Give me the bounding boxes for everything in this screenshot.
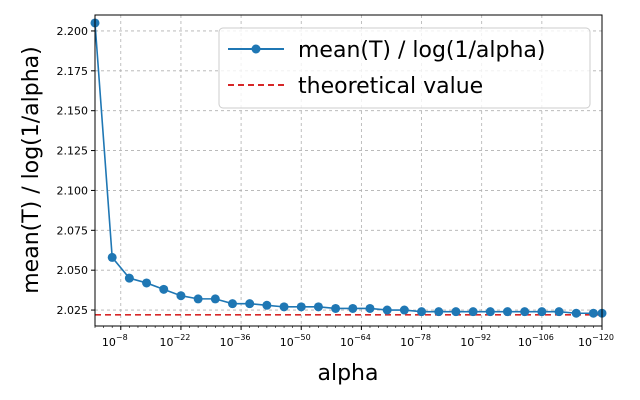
y-tick-label: 2.075 — [57, 224, 89, 237]
legend-box — [218, 27, 591, 109]
y-tick-label: 2.175 — [57, 65, 89, 78]
data-point — [245, 299, 255, 309]
x-tick-label: 10−50 — [280, 333, 311, 349]
x-tick-label: 10−92 — [460, 333, 491, 349]
y-tick-label: 2.150 — [57, 105, 89, 118]
data-point — [124, 273, 134, 283]
data-point — [331, 303, 341, 313]
data-point — [296, 302, 306, 312]
data-point — [210, 294, 220, 304]
data-point — [176, 291, 186, 301]
data-point — [451, 307, 461, 317]
plot-frame — [94, 14, 603, 327]
data-point — [417, 307, 427, 317]
data-point — [227, 299, 237, 309]
data-point — [399, 305, 409, 315]
data-point — [142, 278, 152, 288]
data-point — [193, 294, 203, 304]
x-tick-label: 10−8 — [102, 333, 128, 349]
axis-ticks: 2.025 2.050 2.075 2.100 2.125 2.150 2.175 2.200… — [57, 25, 614, 349]
data-point — [279, 302, 289, 312]
data-point — [365, 303, 375, 313]
legend-label-mean: mean(T) / log(1/alpha) — [298, 38, 546, 63]
data-point — [434, 307, 444, 317]
legend-label-theoretical: theoretical value — [298, 74, 483, 99]
y-tick-label: 2.050 — [57, 264, 89, 277]
y-axis-title: mean(T) / log(1/alpha) — [19, 46, 44, 294]
legend: mean(T) / log(1/alpha) theoretical value — [218, 27, 591, 109]
x-tick-label: 10−22 — [159, 333, 190, 349]
data-point — [502, 307, 512, 317]
y-tick-label: 2.125 — [57, 145, 89, 158]
data-point — [313, 302, 323, 312]
data-point — [468, 307, 478, 317]
data-point — [485, 307, 495, 317]
y-tick-label: 2.025 — [57, 304, 89, 317]
x-tick-label: 10−36 — [220, 333, 251, 349]
data-point — [382, 305, 392, 315]
y-tick-label: 2.100 — [57, 184, 89, 197]
data-point — [520, 307, 530, 317]
data-point — [348, 303, 358, 313]
grid-lines — [95, 15, 603, 326]
x-tick-label: 10−106 — [518, 333, 554, 349]
y-tick-label: 2.200 — [57, 25, 89, 38]
data-point — [107, 252, 117, 262]
data-point — [571, 308, 581, 318]
data-point — [537, 307, 547, 317]
x-tick-label: 10−78 — [400, 333, 431, 349]
data-point — [262, 300, 272, 310]
x-axis-title: alpha — [318, 361, 379, 386]
plot-area — [90, 18, 607, 318]
data-point — [159, 284, 169, 294]
legend-marker-mean — [251, 44, 261, 54]
x-tick-label: 10−120 — [578, 333, 614, 349]
data-point — [588, 308, 598, 318]
x-tick-label: 10−64 — [340, 333, 371, 349]
data-point — [554, 307, 564, 317]
